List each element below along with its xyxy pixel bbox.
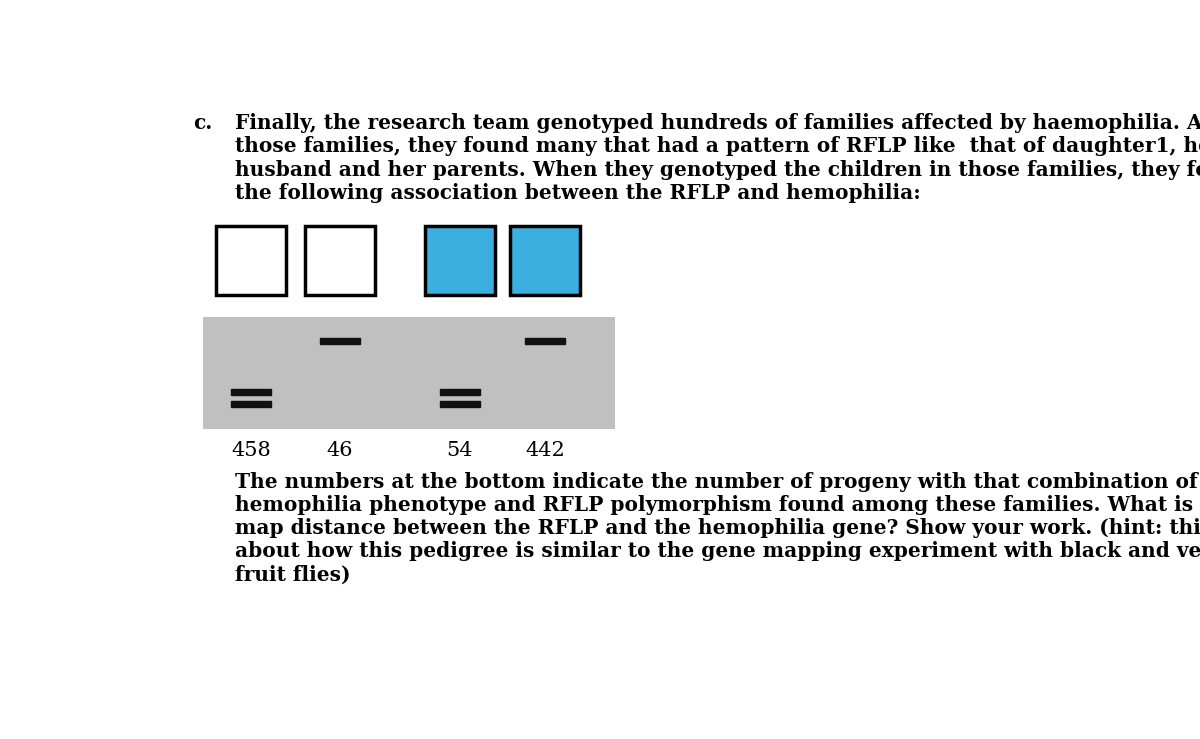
Text: those families, they found many that had a pattern of RFLP like  that of daughte: those families, they found many that had… <box>235 137 1200 157</box>
Text: map distance between the RFLP and the hemophilia gene? Show your work. (hint: th: map distance between the RFLP and the he… <box>235 518 1200 538</box>
Text: about how this pedigree is similar to the gene mapping experiment with black and: about how this pedigree is similar to th… <box>235 542 1200 562</box>
Text: c.: c. <box>193 113 212 133</box>
Text: The numbers at the bottom indicate the number of progeny with that combination o: The numbers at the bottom indicate the n… <box>235 472 1198 492</box>
Text: 54: 54 <box>446 440 473 460</box>
Bar <box>440 389 480 395</box>
Text: husband and her parents. When they genotyped the children in those families, the: husband and her parents. When they genot… <box>235 160 1200 180</box>
Bar <box>216 225 286 295</box>
Bar <box>230 389 271 395</box>
Bar <box>305 225 374 295</box>
Bar <box>230 401 271 407</box>
Bar <box>319 338 360 344</box>
Text: 442: 442 <box>526 440 565 460</box>
Bar <box>203 316 616 429</box>
Text: fruit flies): fruit flies) <box>235 565 350 585</box>
Bar <box>526 338 565 344</box>
Bar <box>425 225 494 295</box>
Bar <box>510 225 580 295</box>
Text: 46: 46 <box>326 440 353 460</box>
Bar <box>440 401 480 407</box>
Text: hemophilia phenotype and RFLP polymorphism found among these families. What is t: hemophilia phenotype and RFLP polymorphi… <box>235 495 1200 515</box>
Text: the following association between the RFLP and hemophilia:: the following association between the RF… <box>235 183 922 202</box>
Text: Finally, the research team genotyped hundreds of families affected by haemophili: Finally, the research team genotyped hun… <box>235 113 1200 133</box>
Text: 458: 458 <box>230 440 271 460</box>
